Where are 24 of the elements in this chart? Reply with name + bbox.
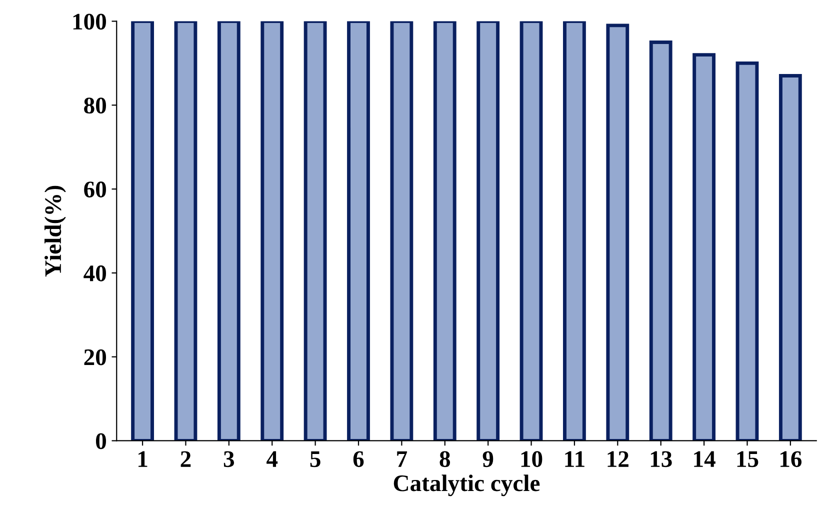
y-tick-label: 20: [84, 349, 106, 366]
y-tick-label: 80: [84, 98, 106, 114]
x-tick-label: 5: [310, 451, 320, 468]
x-tick-label: 7: [397, 451, 408, 467]
y-tick-label: 0: [96, 433, 106, 450]
x-tick-label: 1: [138, 451, 148, 467]
y-tick-label: 60: [84, 182, 106, 198]
x-tick-label: 3: [224, 451, 234, 468]
x-axis-title: Catalytic cycle: [394, 474, 540, 496]
y-axis-title: Yield(%): [44, 186, 66, 277]
x-tick-label: 13: [650, 451, 672, 468]
x-tick-label: 12: [608, 451, 628, 467]
x-tick-label: 9: [482, 451, 494, 468]
x-tick-label: 4: [266, 451, 278, 467]
x-tick-label: 16: [780, 451, 802, 468]
x-tick-label: 6: [353, 451, 364, 468]
x-tick-label: 8: [440, 451, 450, 468]
y-tick-label: 100: [73, 14, 106, 30]
x-tick-label: 11: [565, 451, 584, 467]
x-tick-label: 10: [521, 451, 542, 468]
y-tick-label: 40: [84, 265, 106, 282]
x-tick-label: 14: [694, 451, 716, 467]
x-tick-label: 15: [737, 451, 758, 468]
x-tick-label: 2: [180, 451, 191, 467]
